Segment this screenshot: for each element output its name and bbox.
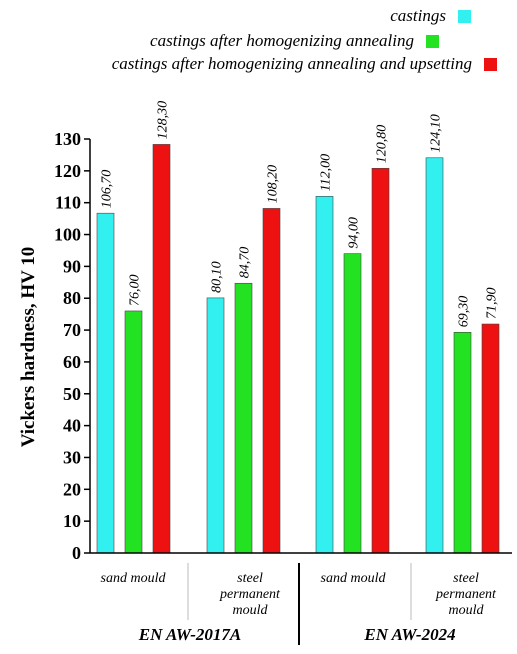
bar-3-1 xyxy=(152,144,171,554)
y-tick-label: 110 xyxy=(55,193,81,213)
bar-1-3 xyxy=(315,196,334,554)
value-label-3-4: 71,90 xyxy=(485,288,500,320)
y-tick-label: 100 xyxy=(54,225,81,245)
value-label-2-1: 76,00 xyxy=(128,274,143,306)
value-label-3-3: 120,80 xyxy=(375,125,390,164)
y-axis-label: Vickers hardness, HV 10 xyxy=(18,247,39,448)
bar-1-1 xyxy=(96,212,115,554)
category-label-4: mould xyxy=(449,603,485,618)
legend-label-2: castings after homogenizing annealing xyxy=(150,31,414,50)
value-label-2-3: 94,00 xyxy=(347,217,362,249)
category-label-3: sand mould xyxy=(321,571,387,586)
group-label-1: EN AW-2017A xyxy=(138,625,242,644)
legend: castings castings after homogenizing anne… xyxy=(112,6,497,73)
value-labels: 106,70 80,10 112,00 124,10 76,00 84,70 94,00 69… xyxy=(100,101,500,327)
y-tick-label: 50 xyxy=(63,384,81,404)
value-label-1-1: 106,70 xyxy=(100,170,115,209)
legend-label-3: castings after homogenizing annealing an… xyxy=(112,54,472,73)
legend-label-1: castings xyxy=(390,6,446,25)
value-label-3-1: 128,30 xyxy=(156,101,171,140)
y-tick-label: 40 xyxy=(63,416,81,436)
value-label-2-2: 84,70 xyxy=(238,247,253,279)
category-label-2: mould xyxy=(233,603,269,618)
bar-1-4 xyxy=(425,157,444,554)
y-tick-label: 10 xyxy=(63,511,81,531)
category-label-2: permanent xyxy=(219,587,281,602)
category-label-1: sand mould xyxy=(101,571,167,586)
bar-2-2 xyxy=(234,282,253,554)
bar-1-2 xyxy=(206,297,225,554)
y-tick-label: 20 xyxy=(63,479,81,499)
bar-3-2 xyxy=(262,208,281,554)
value-label-1-2: 80,10 xyxy=(210,261,225,293)
bar-2-4 xyxy=(453,332,472,554)
group-label-2: EN AW-2024 xyxy=(363,625,455,644)
category-label-2: steel xyxy=(237,571,263,586)
value-label-1-3: 112,00 xyxy=(319,154,334,191)
y-tick-label: 90 xyxy=(63,256,81,276)
bar-2-3 xyxy=(343,253,362,554)
bars xyxy=(96,144,500,554)
category-label-4: steel xyxy=(453,571,479,586)
value-label-2-4: 69,30 xyxy=(457,296,472,328)
y-tick-label: 130 xyxy=(54,129,81,149)
y-axis: 0 10 20 30 40 50 60 70 80 90 100 110 120 130 xyxy=(54,129,91,563)
y-tick-label: 70 xyxy=(63,320,81,340)
legend-swatch-1 xyxy=(458,10,471,23)
y-tick-label: 30 xyxy=(63,447,81,467)
category-label-4: permanent xyxy=(435,587,497,602)
legend-swatch-2 xyxy=(426,35,439,48)
value-label-1-4: 124,10 xyxy=(429,114,444,153)
y-tick-label: 120 xyxy=(54,161,81,181)
y-tick-label: 80 xyxy=(63,288,81,308)
value-label-3-2: 108,20 xyxy=(266,165,281,204)
legend-swatch-3 xyxy=(484,58,497,71)
bar-2-1 xyxy=(124,310,143,554)
bar-3-4 xyxy=(481,323,500,554)
y-tick-label: 60 xyxy=(63,352,81,372)
y-tick-label: 0 xyxy=(72,543,81,563)
bar-3-3 xyxy=(371,167,390,554)
